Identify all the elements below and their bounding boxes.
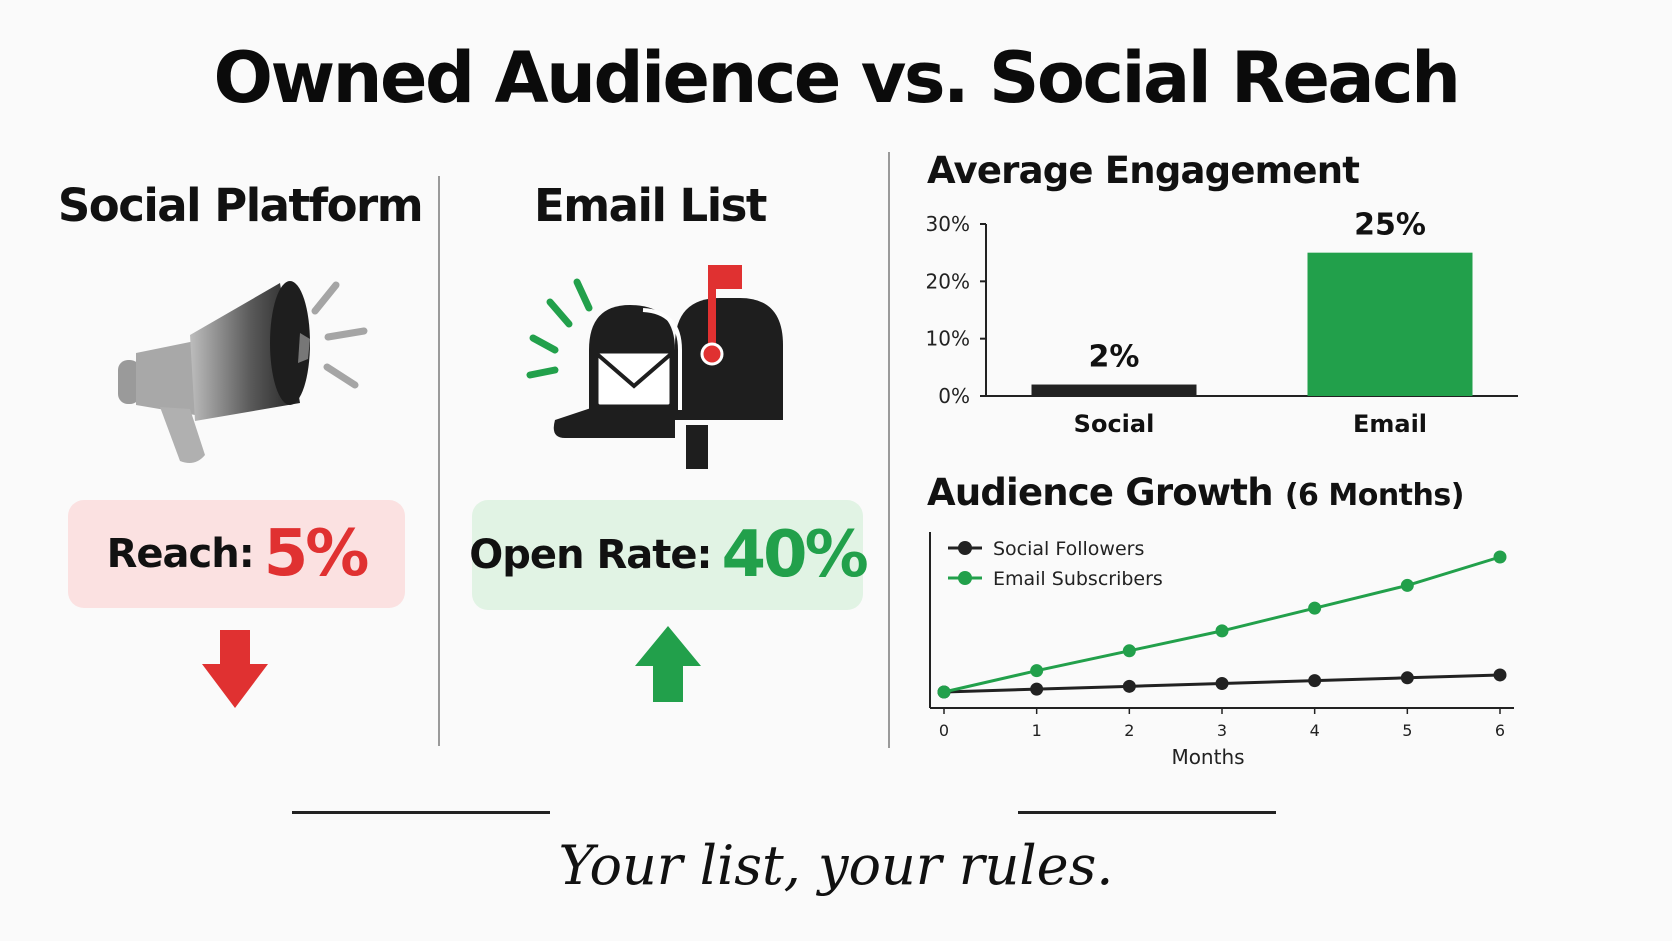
series-point-social [1400,671,1414,685]
legend-swatch-marker [958,541,972,555]
series-point-social [1308,674,1322,688]
y-tick-label: 20% [926,269,970,293]
reach-value: 5% [263,517,370,591]
column-divider-right [888,152,890,748]
series-point-email [937,685,951,699]
open-rate-stat-box: Open Rate: 40% [469,500,869,610]
x-tick-label: 3 [1217,721,1227,740]
column-divider-left [438,176,440,746]
legend-label: Social Followers [993,538,1144,560]
reach-stat-box: Reach: 5% [68,500,405,608]
x-category-label: Email [1353,410,1427,438]
y-tick-label: 10% [926,327,970,351]
bar-value-label: 2% [1089,340,1140,375]
series-point-social [1122,679,1136,693]
arrow-down-icon [202,630,268,708]
bar-email [1307,252,1473,396]
email-list-heading: Email List [534,179,767,232]
x-tick-label: 5 [1402,721,1412,740]
growth-chart-title-sub: (6 Months) [1284,478,1465,513]
open-rate-value: 40% [721,518,869,592]
legend-label: Email Subscribers [993,568,1163,590]
x-axis-label: Months [1171,745,1244,769]
tagline-rule-right [1018,811,1276,814]
y-tick-label: 0% [938,384,970,408]
growth-chart-title-main: Audience Growth [927,471,1274,514]
series-point-email [1400,578,1414,592]
series-point-social [1215,676,1229,690]
x-tick-label: 0 [939,721,949,740]
social-platform-heading: Social Platform [57,179,424,232]
series-point-email [1122,644,1136,658]
bar-value-label: 25% [1354,208,1426,243]
x-tick-label: 2 [1124,721,1134,740]
engagement-chart-title: Average Engagement [927,149,1360,192]
series-point-social [1030,682,1044,696]
legend-swatch-marker [958,571,972,585]
y-tick-label: 30% [926,212,970,236]
megaphone-icon [118,281,368,463]
series-point-email [1030,664,1044,678]
series-point-social [1493,668,1507,682]
bar-social [1031,384,1197,396]
mailbox-icon [526,265,783,469]
x-tick-label: 4 [1310,721,1320,740]
series-point-email [1215,624,1229,638]
arrow-up-icon [635,626,701,702]
series-point-email [1493,550,1507,564]
page-title: Owned Audience vs. Social Reach [213,37,1461,119]
tagline-rule-left [292,811,550,814]
audience-growth-line-chart: 0 1 2 3 4 5 6 Months Social Followers Email Subsc… [929,532,1514,769]
series-point-email [1308,601,1322,615]
open-rate-label: Open Rate: [469,532,712,578]
tagline: Your list, your rules. [558,834,1114,897]
x-category-label: Social [1074,410,1155,438]
growth-chart-title: Audience Growth (6 Months) [927,468,1464,521]
reach-label: Reach: [106,531,255,577]
x-tick-label: 6 [1495,721,1505,740]
x-tick-label: 1 [1032,721,1042,740]
engagement-bar-chart: 0% 10% 20% 30% 2% Social 25% Email [926,208,1518,438]
